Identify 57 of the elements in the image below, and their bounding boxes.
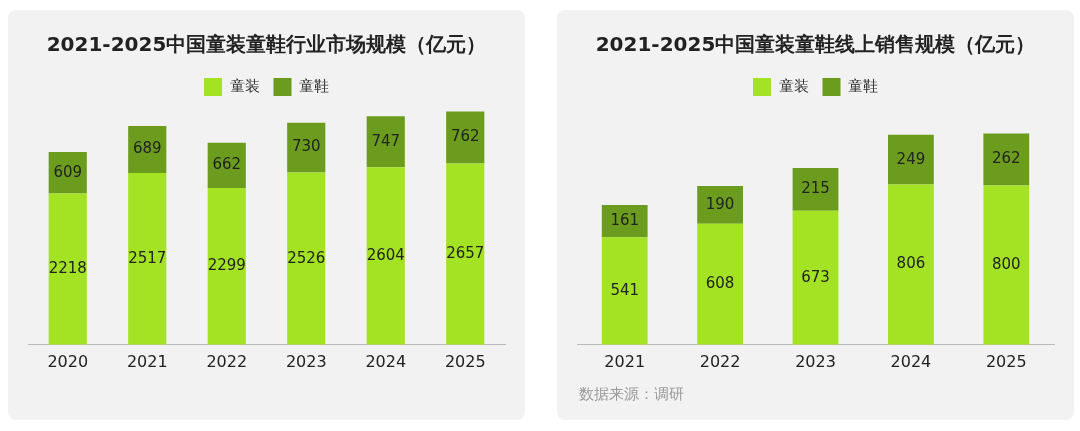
bar [697, 186, 743, 224]
x-tick-label: 2020 [47, 351, 89, 371]
data-label: 2218 [48, 259, 87, 278]
data-label: 747 [371, 131, 401, 150]
x-tick-label: 2023 [795, 351, 836, 371]
bar [128, 173, 167, 345]
bar [287, 172, 326, 345]
chart-title: 2021-2025中国童装童鞋线上销售规模（亿元） [595, 32, 1036, 57]
data-label: 608 [705, 274, 735, 293]
bar [446, 163, 485, 345]
x-tick-label: 2021 [126, 351, 168, 371]
data-label: 673 [801, 267, 830, 286]
x-tick-label: 2025 [985, 351, 1027, 371]
data-label: 806 [896, 254, 926, 273]
bar [446, 111, 485, 164]
chart-title: 2021-2025中国童装童鞋行业市场规模（亿元） [46, 32, 487, 57]
x-tick-label: 2024 [365, 351, 407, 371]
data-label: 262 [991, 149, 1021, 168]
bar [983, 185, 1030, 345]
legend-label: 童鞋 [848, 76, 878, 95]
bar [792, 168, 839, 211]
data-label: 2657 [446, 244, 485, 263]
source-note: 数据来源：调研 [579, 385, 684, 404]
legend-label: 童装 [778, 76, 809, 95]
bar [601, 237, 648, 345]
legend-label: 童装 [229, 76, 260, 95]
data-label: 2604 [366, 245, 405, 264]
x-tick-label: 2021 [604, 351, 646, 371]
x-tick-label: 2023 [285, 351, 327, 371]
data-label: 689 [132, 139, 162, 158]
data-label: 800 [991, 255, 1021, 274]
data-label: 662 [212, 155, 242, 174]
bar [207, 187, 246, 345]
data-label: 762 [450, 127, 480, 146]
bar [48, 193, 87, 345]
x-tick-label: 2024 [890, 351, 932, 371]
data-label: 215 [801, 179, 830, 198]
bar [697, 223, 743, 345]
bar [366, 116, 405, 168]
bar [983, 133, 1030, 186]
bar [888, 184, 934, 345]
bar [888, 134, 934, 185]
data-label: 609 [53, 162, 83, 181]
bar [366, 167, 405, 345]
data-label: 2526 [287, 248, 326, 267]
x-tick-label: 2022 [699, 351, 741, 371]
legend-label: 童鞋 [299, 76, 329, 95]
x-tick-label: 2022 [206, 351, 248, 371]
data-label: 161 [610, 211, 640, 230]
data-label: 190 [705, 194, 735, 213]
data-label: 541 [610, 280, 640, 299]
bar [792, 210, 839, 345]
x-tick-label: 2025 [444, 351, 486, 371]
data-label: 2299 [207, 256, 246, 275]
data-label: 249 [896, 149, 926, 168]
data-label: 2517 [128, 248, 167, 267]
data-label: 730 [291, 137, 321, 156]
